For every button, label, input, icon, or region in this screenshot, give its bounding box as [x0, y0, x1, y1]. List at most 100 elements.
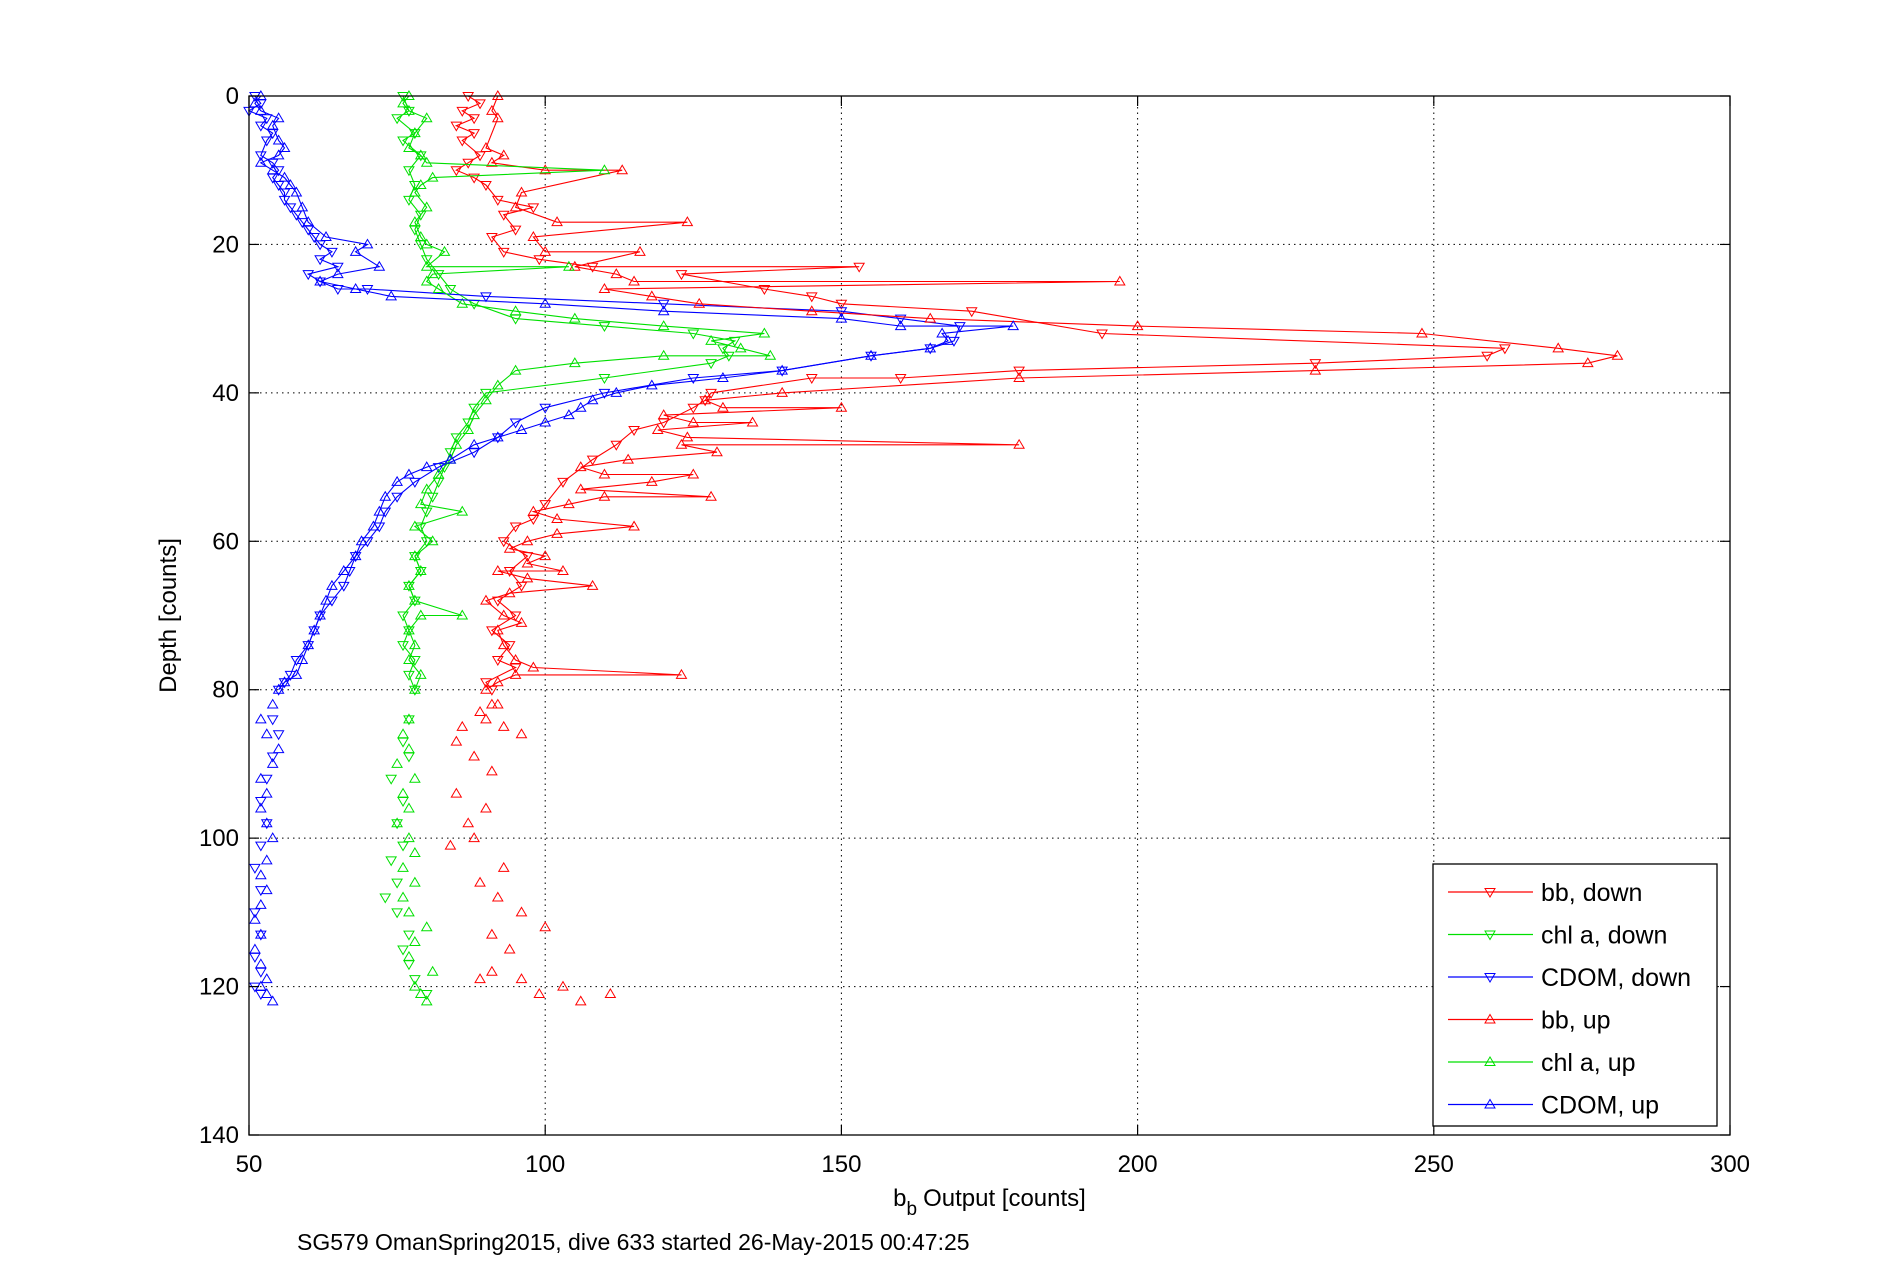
series-group [249, 90, 1020, 1006]
data-point-marker [503, 587, 516, 598]
data-point-marker [574, 461, 587, 472]
data-point-marker [408, 683, 421, 694]
data-point-marker [403, 670, 415, 681]
data-point-marker [403, 743, 415, 754]
data-point-marker [758, 327, 771, 338]
data-point-marker [1552, 342, 1565, 353]
y-tick-label: 0 [226, 83, 239, 110]
data-point-marker [266, 158, 279, 169]
data-point-marker [254, 898, 267, 909]
data-point-marker [717, 401, 729, 412]
data-point-marker [480, 594, 492, 605]
x-axis-label: bb Output [counts] [893, 1185, 1086, 1220]
data-point-marker [527, 661, 540, 672]
data-point-marker [687, 329, 700, 340]
data-point-marker [266, 698, 279, 709]
data-point-marker [705, 490, 717, 501]
data-point-marker [254, 958, 267, 969]
data-point-marker [420, 201, 433, 212]
data-point-marker [397, 841, 409, 852]
x-tick-label: 100 [525, 1151, 565, 1178]
data-point-marker [444, 453, 457, 464]
data-point-marker [450, 166, 463, 177]
data-point-marker [254, 104, 267, 115]
data-point-marker [480, 181, 492, 192]
data-point-marker [420, 112, 433, 123]
data-point-marker [509, 364, 522, 375]
data-point-marker [260, 819, 273, 830]
legend-swatch-marker [1484, 888, 1496, 898]
data-point-marker [965, 307, 978, 318]
data-point-marker [272, 112, 285, 123]
data-point-marker [657, 409, 670, 420]
data-point-marker [509, 522, 522, 533]
data-point-marker [408, 876, 421, 887]
data-point-marker [1007, 320, 1020, 331]
data-point-marker [272, 134, 285, 145]
data-point-marker [420, 238, 433, 249]
data-point-marker [1309, 359, 1322, 370]
data-point-marker [408, 186, 421, 197]
data-point-marker [349, 550, 362, 561]
data-point-marker [486, 765, 498, 776]
data-point-marker [278, 195, 291, 206]
data-point-marker [586, 455, 599, 466]
data-point-marker [414, 151, 427, 162]
data-point-marker [403, 713, 415, 724]
legend-entry-label: bb, up [1541, 1007, 1611, 1035]
series-group [391, 90, 777, 1006]
data-point-marker [539, 416, 552, 427]
data-point-marker [314, 611, 326, 622]
data-point-marker [491, 676, 504, 687]
data-point-marker [403, 626, 415, 637]
data-point-marker [420, 156, 433, 167]
data-point-marker [266, 832, 279, 843]
data-point-marker [645, 379, 658, 390]
data-point-marker [657, 349, 670, 360]
series-line [247, 95, 961, 691]
data-point-marker [1309, 364, 1322, 375]
data-point-marker [462, 817, 475, 828]
data-point-marker [491, 90, 504, 100]
data-point-marker [397, 136, 409, 147]
data-point-marker [320, 231, 332, 242]
data-point-marker [1131, 320, 1144, 331]
data-point-marker [675, 438, 688, 449]
data-point-marker [391, 819, 403, 830]
data-point-marker [408, 127, 421, 138]
data-point-marker [254, 928, 267, 939]
data-point-marker [491, 891, 504, 902]
data-point-marker [563, 409, 575, 420]
data-point-marker [326, 247, 338, 258]
data-point-marker [414, 564, 427, 575]
data-point-marker [272, 730, 285, 741]
data-point-marker [272, 743, 285, 754]
data-point-marker [675, 668, 688, 679]
data-point-marker [497, 720, 510, 731]
data-point-marker [397, 728, 409, 739]
data-point-marker [337, 581, 350, 592]
data-point-marker [865, 349, 877, 360]
data-point-marker [924, 312, 937, 323]
data-point-marker [403, 90, 415, 100]
data-point-marker [557, 564, 569, 575]
data-point-marker [491, 379, 504, 390]
data-point-marker [835, 299, 848, 310]
data-point-marker [397, 891, 409, 902]
data-point-marker [403, 141, 415, 152]
data-point-marker [651, 423, 664, 434]
data-point-marker [497, 639, 510, 650]
data-point-marker [397, 611, 409, 622]
data-point-marker [397, 945, 409, 956]
data-point-marker [586, 579, 599, 590]
data-point-marker [539, 403, 552, 414]
data-point-marker [835, 312, 848, 323]
plot-frame [248, 95, 1731, 1136]
data-point-marker [539, 921, 552, 932]
data-point-marker [456, 720, 469, 731]
data-point-marker [805, 374, 818, 385]
data-point-marker [462, 158, 475, 169]
data-point-marker [509, 654, 522, 665]
data-point-marker [486, 104, 498, 115]
data-point-marker [480, 394, 492, 405]
